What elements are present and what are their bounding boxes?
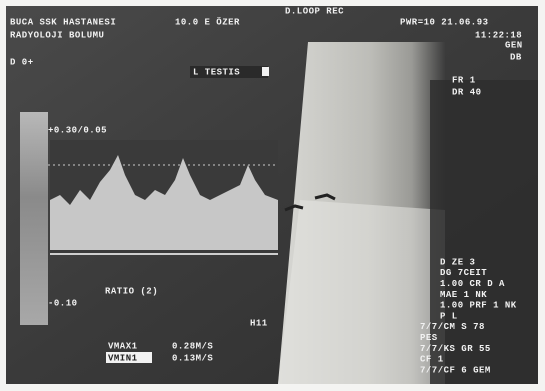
parameter-line: MAE 1 NK [440,290,487,300]
ultrasound-screen: D.LOOP REC BUCA SSK HASTANESI 10.0 E ÖZE… [0,0,545,391]
marker: H11 [250,318,268,328]
parameter-line: PES [420,333,438,343]
scale-top: +0.30/0.05 [48,125,107,135]
measurement-name: VMAX1 [108,341,138,351]
page: {"header": {"mode": "D.LOOP REC", "hospi… [0,0,545,391]
gain: GEN [505,40,523,50]
measurement-name: VMIN1 [108,353,138,363]
parameter-line: 7/7/KS GR 55 [420,344,491,354]
hospital: BUCA SSK HASTANESI [10,17,116,27]
parameter-line: DG 7CEIT [440,268,487,278]
mode-label: D.LOOP REC [285,6,344,16]
cursor [262,67,269,76]
dark-region [430,80,538,384]
department: RADYOLOJI BOLUMU [10,30,104,40]
measurement-value: 0.13M/S [172,353,213,363]
parameter-line: CF 1 [420,355,444,365]
parameter-line: D ZE 3 [440,257,475,267]
probe: 10.0 E ÖZER [175,16,240,27]
doppler-label: D 0+ [10,57,34,67]
parameter-line: 7/7/CF 6 GEM [420,365,491,375]
measurement-value: 0.28M/S [172,341,213,351]
grayscale-bar [20,112,48,325]
time: 11:22:18 [475,30,522,40]
parameter-line: P L [440,311,458,321]
frame-rate: FR 1 [452,75,476,85]
parameter-line: 7/7/CM S 78 [420,322,485,332]
depth: DB [510,52,522,62]
parameter-line: 1.00 PRF 1 NK [440,301,517,311]
ratio: RATIO (2) [105,286,158,296]
parameter-line: 1.00 CR D A [440,279,505,289]
scale-bottom: -0.10 [48,298,78,308]
image-label: L TESTIS [193,67,240,77]
power-date: PWR=10 21.06.93 [400,17,489,27]
dynamic-range: DR 40 [452,87,482,97]
